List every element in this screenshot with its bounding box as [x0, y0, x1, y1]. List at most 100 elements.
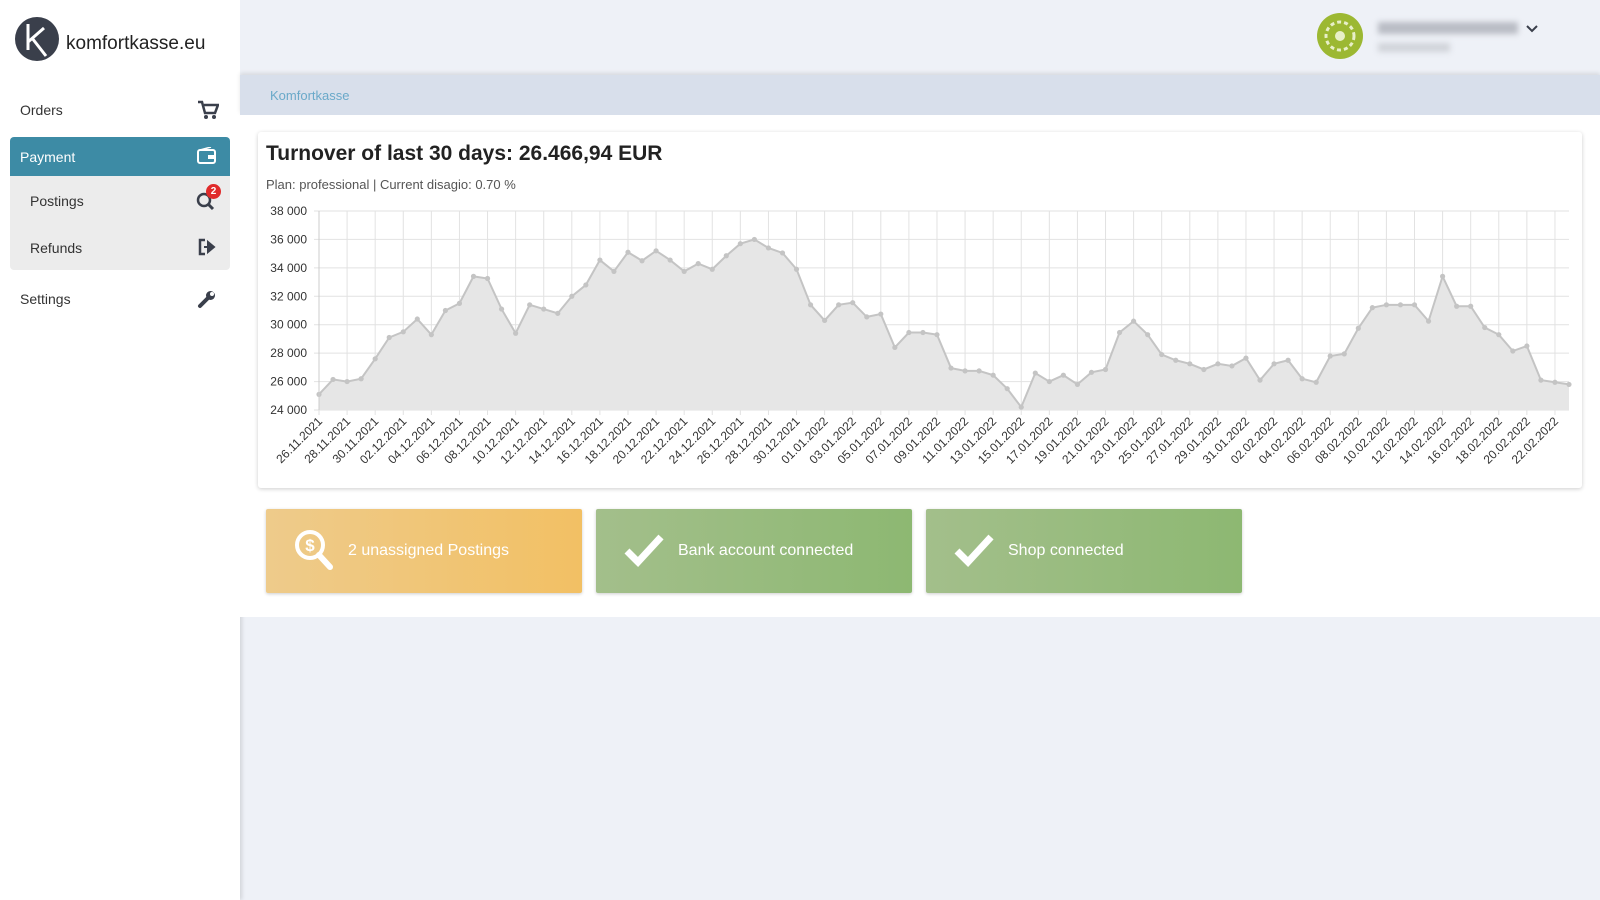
user-name-blurred — [1378, 22, 1518, 34]
point — [1159, 351, 1165, 358]
postings-icon — [196, 192, 215, 211]
point — [1411, 302, 1418, 308]
refund-icon — [198, 238, 216, 256]
point — [836, 302, 842, 308]
point — [456, 300, 463, 306]
point — [428, 332, 434, 338]
point — [569, 293, 575, 299]
tile-bank[interactable]: Bank account connected — [596, 509, 912, 593]
point — [1032, 370, 1038, 376]
point — [653, 248, 659, 254]
point — [709, 266, 715, 272]
point — [1257, 377, 1263, 383]
tile-shop[interactable]: Shop connected — [926, 509, 1242, 593]
point — [1046, 378, 1052, 385]
y-tick-label: 34 000 — [270, 261, 307, 275]
nav-payment[interactable]: Payment — [20, 149, 76, 165]
point — [1088, 369, 1095, 375]
chart-subtitle: Plan: professional | Current disagio: 0.… — [266, 177, 516, 192]
point — [1173, 357, 1179, 363]
tile-text: 2 unassigned Postings — [348, 542, 509, 559]
nav-orders[interactable]: Orders — [20, 102, 63, 118]
point — [344, 378, 350, 385]
point — [527, 302, 533, 308]
point — [1187, 361, 1193, 367]
point — [386, 334, 392, 341]
point — [1215, 361, 1221, 367]
point — [934, 332, 940, 338]
point — [639, 258, 645, 264]
point — [541, 306, 547, 312]
point — [1299, 376, 1305, 382]
point — [1229, 363, 1235, 369]
header — [240, 0, 1600, 75]
point — [920, 329, 926, 336]
point — [864, 314, 870, 320]
nav-postings[interactable]: Postings — [30, 193, 84, 209]
point — [1313, 379, 1319, 385]
point — [470, 273, 477, 279]
logo-text: komfortkasse.eu — [66, 33, 206, 54]
point — [442, 307, 449, 314]
cart-icon — [198, 100, 219, 119]
chart-title: Turnover of last 30 days: 26.466,94 EUR — [266, 142, 663, 165]
y-tick-label: 36 000 — [270, 232, 307, 246]
point — [793, 266, 800, 272]
y-tick-label: 26 000 — [270, 375, 307, 389]
point — [1074, 381, 1081, 388]
point — [1145, 332, 1151, 338]
dropdown-caret[interactable] — [1526, 24, 1538, 34]
area — [319, 239, 1569, 410]
point — [1131, 318, 1137, 324]
point — [1327, 353, 1333, 359]
point — [1496, 332, 1502, 338]
point — [962, 368, 968, 374]
point — [765, 245, 772, 251]
nav-refunds[interactable]: Refunds — [30, 240, 83, 256]
y-tick-label: 30 000 — [270, 318, 307, 332]
y-tick-label: 32 000 — [270, 289, 307, 303]
user-role-blurred — [1378, 43, 1450, 52]
point — [1510, 348, 1516, 354]
point — [948, 365, 954, 371]
point — [990, 372, 996, 378]
point — [1004, 386, 1010, 392]
point — [1116, 329, 1123, 336]
sidebar: komfortkasse.eu Orders Payment Postings … — [0, 0, 240, 900]
tile-text: Shop connected — [1008, 542, 1124, 559]
point — [723, 253, 729, 259]
logo-icon — [15, 17, 59, 61]
point — [1355, 325, 1361, 331]
point — [906, 329, 912, 336]
avatar[interactable] — [1316, 12, 1364, 60]
point — [1383, 302, 1390, 308]
wallet-icon — [197, 147, 216, 164]
point — [498, 306, 505, 312]
chart-card: Turnover of last 30 days: 26.466,94 EUR … — [258, 132, 1582, 488]
point — [976, 368, 982, 374]
point — [400, 329, 406, 335]
point — [1482, 324, 1488, 331]
svg-text:$: $ — [305, 536, 315, 555]
nav-settings[interactable]: Settings — [20, 291, 71, 307]
breadcrumb[interactable]: Komfortkasse — [270, 88, 350, 103]
tile-icon: $ — [295, 530, 333, 570]
point — [1243, 355, 1249, 361]
point — [1524, 343, 1530, 349]
point — [779, 250, 786, 256]
point — [1018, 404, 1024, 410]
line — [318, 238, 1570, 410]
nav-active-bg — [10, 137, 230, 176]
badge: 2 — [206, 184, 221, 199]
tile-postings[interactable]: $ 2 unassigned Postings — [266, 509, 582, 593]
point — [1397, 302, 1404, 308]
point — [1201, 366, 1207, 373]
point — [513, 330, 519, 336]
tile-icon — [624, 534, 664, 568]
point — [1439, 273, 1446, 279]
tile-icon — [954, 534, 994, 568]
point — [625, 249, 631, 255]
y-tick-label: 38 000 — [270, 204, 307, 218]
point — [1285, 357, 1291, 363]
point — [1102, 366, 1109, 373]
